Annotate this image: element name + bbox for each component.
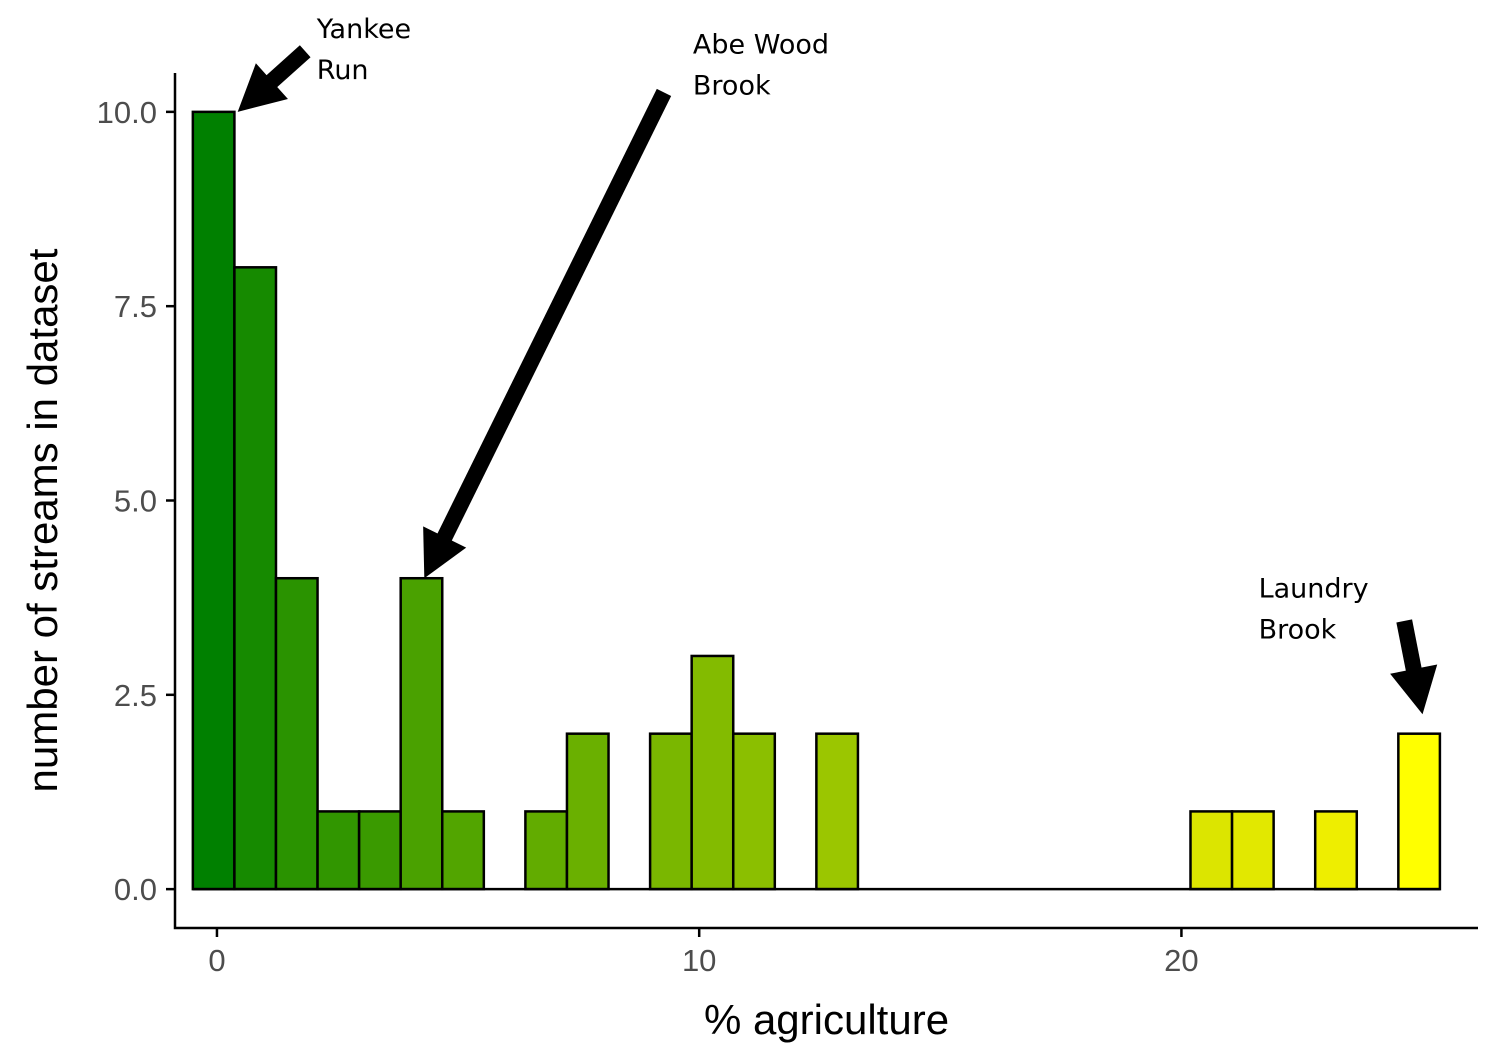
arrow-shaft: [436, 88, 672, 543]
histogram-bar: [1397, 732, 1442, 891]
annotation-line: Brook: [693, 71, 771, 102]
arrow-head: [237, 63, 288, 112]
arrow-shaft: [1396, 619, 1422, 673]
arrow-head: [423, 526, 467, 579]
annotation-label: Abe Wood Brook: [693, 30, 829, 102]
histogram-bar: [1189, 810, 1234, 891]
x-tick-label: 20: [1164, 943, 1198, 978]
x-tick-label: 10: [682, 943, 716, 978]
histogram-bar: [648, 732, 693, 891]
histogram-bar: [233, 266, 278, 891]
arrow-head: [1390, 664, 1438, 715]
histogram-bar: [1313, 810, 1359, 891]
histogram-bar: [815, 732, 860, 891]
histogram-bar: [731, 732, 777, 891]
x-tick-label: 0: [208, 943, 225, 978]
histogram-bar: [357, 810, 402, 891]
annotation-line: Laundry: [1259, 574, 1369, 605]
histogram-bar: [274, 576, 319, 891]
histogram-bar: [690, 654, 735, 891]
histogram-bar: [441, 810, 486, 891]
histogram-bar: [524, 810, 569, 891]
y-tick-label: 5.0: [114, 484, 157, 519]
histogram-bar: [316, 810, 361, 891]
y-tick-label: 2.5: [114, 678, 157, 713]
annotations-layer: Yankee Run Abe Wood Brook Laundry Brook: [237, 14, 1438, 715]
annotation-line: Yankee: [316, 14, 411, 45]
histogram-bar: [1230, 810, 1275, 891]
x-axis-ticks: 0 10 20: [208, 928, 1199, 978]
x-axis-title: % agriculture: [704, 996, 949, 1043]
axis-lines: [173, 73, 1478, 930]
histogram-bar: [399, 576, 444, 891]
bars-layer: [191, 110, 1442, 891]
histogram-bar: [191, 110, 236, 891]
y-axis-title: number of streams in dataset: [19, 248, 66, 792]
annotation-label: Laundry Brook: [1259, 574, 1369, 646]
y-tick-label: 10.0: [97, 95, 157, 130]
histogram-bar: [565, 732, 610, 891]
annotation-line: Abe Wood: [693, 30, 829, 61]
y-axis-ticks: 0.0 2.5 5.0 7.5 10.0: [97, 95, 175, 907]
arrow-shaft: [265, 45, 311, 89]
annotation-line: Brook: [1259, 615, 1337, 646]
y-tick-label: 7.5: [114, 289, 157, 324]
annotation-line: Run: [317, 55, 369, 86]
y-tick-label: 0.0: [114, 872, 157, 907]
annotation-label: Yankee Run: [316, 14, 411, 86]
